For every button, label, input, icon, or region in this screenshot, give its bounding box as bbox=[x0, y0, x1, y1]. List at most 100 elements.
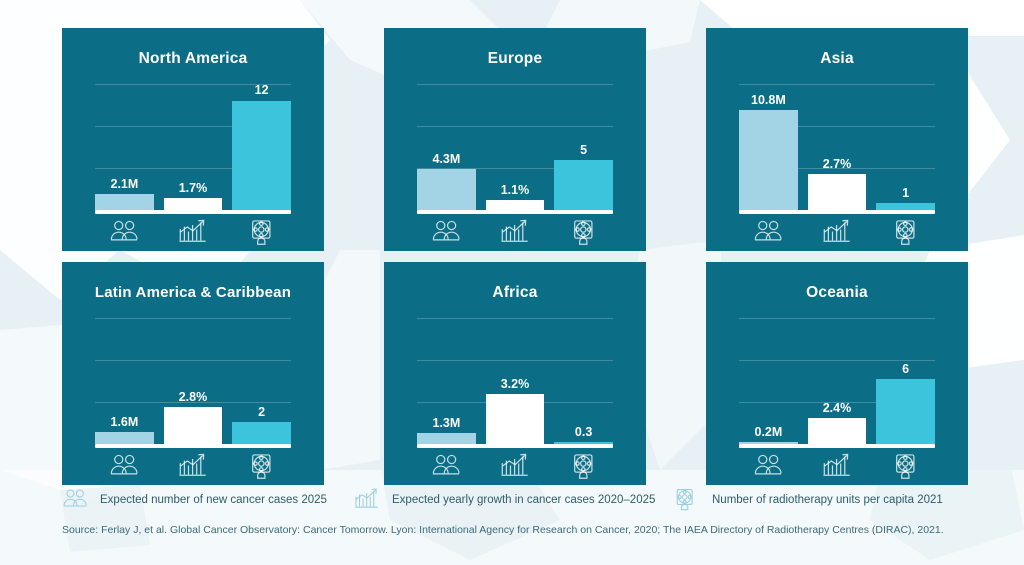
legend-label: Number of radiotherapy units per capita … bbox=[712, 494, 943, 506]
legend-item: Expected number of new cancer cases 2025 bbox=[62, 487, 354, 513]
bar-group: 10.8M 2.7% 1 bbox=[739, 84, 935, 210]
bar-value-label: 1.7% bbox=[178, 180, 208, 195]
bar-c-pop bbox=[417, 433, 476, 444]
bar-slot: 2.8% bbox=[163, 318, 223, 444]
bar-slot: 1 bbox=[876, 84, 935, 210]
bar-group: 1.3M 3.2% 0.3 bbox=[417, 318, 613, 444]
bar-slot: 1.1% bbox=[485, 84, 545, 210]
radiotherapy-unit-icon bbox=[674, 487, 704, 513]
gridlines bbox=[417, 84, 613, 210]
bar-value-label: 1.1% bbox=[500, 182, 530, 197]
bar-c-grow bbox=[163, 407, 223, 444]
icon-slot bbox=[739, 452, 798, 481]
icon-slot bbox=[876, 218, 935, 247]
bar-c-grow bbox=[807, 418, 867, 444]
radiotherapy-unit-icon bbox=[571, 452, 596, 481]
bar-c-radio bbox=[876, 379, 935, 444]
region-panel: Europe 4.3M 1.1% 5 bbox=[384, 28, 646, 251]
radiotherapy-unit-icon bbox=[249, 452, 274, 481]
panel-title: Asia bbox=[820, 50, 854, 67]
bar-c-grow bbox=[163, 198, 223, 210]
bar-c-radio bbox=[876, 203, 935, 210]
legend: Expected number of new cancer cases 2025… bbox=[62, 487, 968, 513]
bar-c-grow bbox=[485, 394, 545, 444]
region-panel: Africa 1.3M 3.2% 0.3 bbox=[384, 262, 646, 485]
panel-plot: 0.2M 2.4% 6 bbox=[739, 318, 935, 479]
bar-value-label: 3.2% bbox=[500, 376, 530, 391]
source-note: Source: Ferlay J, et al. Global Cancer O… bbox=[62, 524, 944, 536]
series-icon-row bbox=[739, 218, 935, 247]
radiotherapy-unit-icon bbox=[571, 218, 596, 247]
bar-value-label: 2.4% bbox=[822, 400, 852, 415]
bar-group: 0.2M 2.4% 6 bbox=[739, 318, 935, 444]
bar-value-label: 2 bbox=[258, 404, 266, 419]
bar-c-pop bbox=[417, 169, 476, 210]
icon-slot bbox=[95, 452, 154, 481]
two-people-icon bbox=[109, 218, 139, 247]
growth-bar-chart-icon bbox=[822, 218, 852, 247]
panel-plot: 1.6M 2.8% 2 bbox=[95, 318, 291, 479]
legend-label: Expected number of new cancer cases 2025 bbox=[100, 494, 327, 506]
bar-slot: 1.3M bbox=[417, 318, 476, 444]
icon-slot bbox=[808, 452, 867, 481]
panel-plot: 4.3M 1.1% 5 bbox=[417, 84, 613, 245]
bar-value-label: 1 bbox=[902, 185, 910, 200]
panel-title: Oceania bbox=[806, 284, 868, 301]
radiotherapy-unit-icon bbox=[893, 218, 918, 247]
growth-bar-chart-icon bbox=[178, 452, 208, 481]
growth-bar-chart-icon bbox=[822, 452, 852, 481]
icon-slot bbox=[95, 218, 154, 247]
gridlines bbox=[739, 84, 935, 210]
axis-baseline bbox=[739, 444, 935, 448]
region-panel: Oceania 0.2M 2.4% 6 bbox=[706, 262, 968, 485]
gridlines bbox=[739, 318, 935, 444]
bar-c-grow bbox=[807, 174, 867, 210]
icon-slot bbox=[486, 218, 545, 247]
two-people-icon bbox=[753, 218, 783, 247]
bar-slot: 1.6M bbox=[95, 318, 154, 444]
growth-bar-chart-icon bbox=[500, 218, 530, 247]
bar-c-radio bbox=[554, 442, 613, 444]
bar-value-label: 5 bbox=[580, 142, 588, 157]
bar-c-radio bbox=[232, 422, 291, 444]
two-people-icon bbox=[62, 487, 92, 513]
region-panel: Latin America & Caribbean 1.6M 2.8% 2 bbox=[62, 262, 324, 485]
bar-slot: 2.7% bbox=[807, 84, 867, 210]
bar-c-radio bbox=[554, 160, 613, 210]
bar-slot: 3.2% bbox=[485, 318, 545, 444]
bar-slot: 4.3M bbox=[417, 84, 476, 210]
bar-group: 2.1M 1.7% 12 bbox=[95, 84, 291, 210]
bar-slot: 1.7% bbox=[163, 84, 223, 210]
bar-c-radio bbox=[232, 100, 291, 210]
bar-group: 1.6M 2.8% 2 bbox=[95, 318, 291, 444]
bar-value-label: 2.1M bbox=[110, 176, 139, 191]
icon-slot bbox=[164, 218, 223, 247]
radiotherapy-unit-icon bbox=[249, 218, 274, 247]
icon-slot bbox=[232, 218, 291, 247]
growth-bar-chart-icon bbox=[178, 218, 208, 247]
gridlines bbox=[95, 84, 291, 210]
panel-title: Europe bbox=[487, 50, 543, 67]
icon-slot bbox=[554, 218, 613, 247]
icon-slot bbox=[164, 452, 223, 481]
bar-slot: 6 bbox=[876, 318, 935, 444]
two-people-icon bbox=[753, 452, 783, 481]
bar-value-label: 6 bbox=[902, 361, 910, 376]
bar-value-label: 1.6M bbox=[110, 414, 139, 429]
icon-slot bbox=[739, 218, 798, 247]
icon-slot bbox=[554, 452, 613, 481]
panel-plot: 10.8M 2.7% 1 bbox=[739, 84, 935, 245]
bar-c-pop bbox=[95, 194, 154, 210]
bar-slot: 12 bbox=[232, 84, 291, 210]
icon-slot bbox=[486, 452, 545, 481]
radiotherapy-unit-icon bbox=[893, 452, 918, 481]
bar-slot: 0.2M bbox=[739, 318, 798, 444]
series-icon-row bbox=[739, 452, 935, 481]
region-panel: North America 2.1M 1.7% 12 bbox=[62, 28, 324, 251]
panel-plot: 2.1M 1.7% 12 bbox=[95, 84, 291, 245]
icon-slot bbox=[876, 452, 935, 481]
series-icon-row bbox=[95, 452, 291, 481]
panel-title: North America bbox=[138, 50, 248, 67]
bar-value-label: 10.8M bbox=[751, 92, 786, 107]
